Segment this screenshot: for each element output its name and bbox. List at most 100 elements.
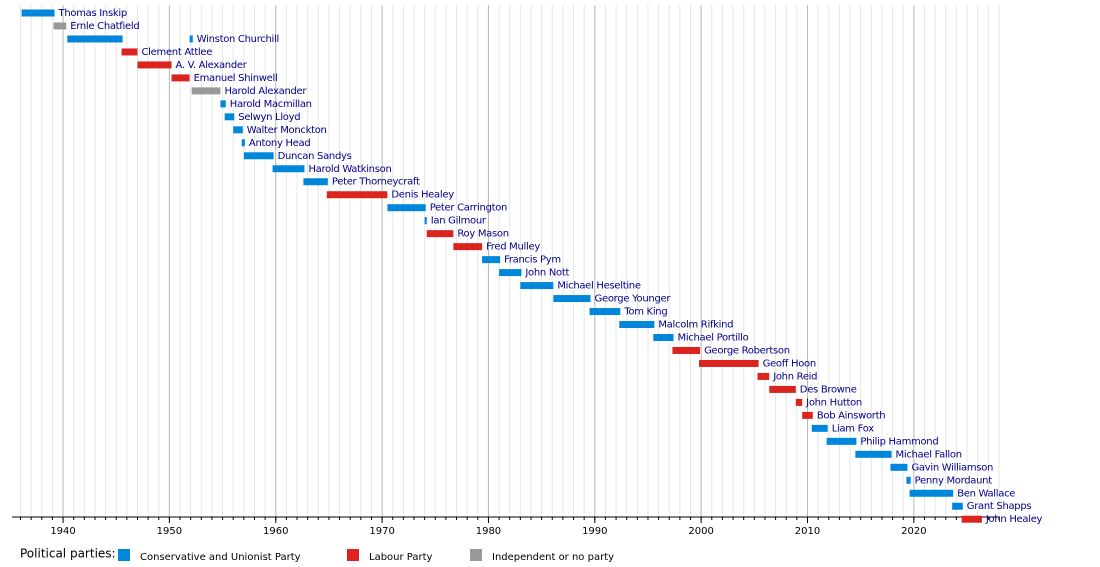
minister-label: Peter Thorneycraft	[332, 177, 420, 188]
minister-label: Liam Fox	[832, 423, 875, 434]
minister-label: Gavin Williamson	[911, 462, 993, 473]
x-tick-label: 1990	[582, 526, 607, 537]
minister-label: Ian Gilmour	[431, 216, 487, 227]
minister-label: Fred Mulley	[486, 242, 540, 253]
legend: Political parties: Conservative and Unio…	[20, 547, 614, 564]
term-bar	[482, 256, 501, 264]
term-bar	[53, 22, 67, 30]
minister-label: Grant Shapps	[967, 501, 1032, 512]
term-bar	[961, 515, 982, 523]
minister-label: Philip Hammond	[860, 436, 938, 447]
term-bar	[855, 450, 892, 458]
term-bar	[303, 178, 328, 186]
minister-label: Harold Alexander	[224, 86, 307, 97]
term-bar	[619, 321, 655, 329]
term-bar	[757, 372, 770, 380]
minister-label: George Robertson	[704, 345, 790, 356]
legend-label: Labour Party	[369, 552, 433, 563]
minister-label: Thomas Inskip	[58, 8, 127, 19]
term-bar	[769, 385, 796, 393]
minister-label: Penny Mordaunt	[915, 475, 993, 486]
term-bar	[189, 35, 193, 43]
x-tick-label: 2020	[901, 526, 926, 537]
minister-label: Emanuel Shinwell	[194, 73, 278, 84]
minister-label: Malcolm Rifkind	[658, 320, 733, 331]
minister-label: A. V. Alexander	[176, 60, 248, 71]
term-bar	[224, 113, 235, 121]
term-bar	[67, 35, 123, 43]
term-bar	[811, 424, 828, 432]
legend-title: Political parties:	[20, 547, 116, 561]
minister-label: Duncan Sandys	[278, 151, 352, 162]
minister-label: Denis Healey	[391, 190, 454, 201]
minister-label: Bob Ainsworth	[817, 410, 885, 421]
minister-label: Francis Pym	[504, 255, 561, 266]
minister-label: George Younger	[595, 294, 672, 305]
legend-label: Conservative and Unionist Party	[140, 552, 301, 563]
term-bar	[795, 398, 803, 406]
minister-label: Peter Carrington	[430, 203, 507, 214]
minister-label: Des Browne	[800, 384, 857, 395]
term-bar	[241, 139, 245, 147]
term-bar	[699, 359, 759, 367]
term-bar	[589, 308, 621, 316]
minister-label: Tom King	[623, 307, 667, 318]
term-bar	[553, 295, 591, 303]
term-bar	[191, 87, 221, 95]
minister-label: Selwyn Lloyd	[238, 112, 300, 123]
minister-label: Geoff Hoon	[763, 358, 816, 369]
term-bar	[233, 126, 243, 134]
x-tick-label: 1960	[263, 526, 288, 537]
x-tick-label: 1950	[157, 526, 182, 537]
term-bar	[21, 9, 55, 17]
term-bar	[453, 243, 483, 251]
bars: Thomas Inskip Ernle Chatfield Winston Chur…	[21, 8, 1043, 525]
legend-swatch	[347, 549, 359, 561]
minister-label: John Reid	[772, 371, 817, 382]
term-bar	[426, 230, 454, 238]
minister-label: Winston Churchill	[197, 34, 279, 45]
minister-label: Clement Attlee	[141, 47, 212, 58]
legend-swatch	[118, 549, 130, 561]
term-bar	[243, 152, 274, 160]
minister-label: Michael Heseltine	[557, 281, 641, 292]
minister-label: Walter Monckton	[247, 125, 327, 136]
x-tick-label: 1980	[476, 526, 501, 537]
term-bar	[890, 463, 908, 471]
minister-label: John Healey	[985, 514, 1043, 525]
term-bar	[121, 48, 138, 56]
legend-label: Independent or no party	[492, 552, 614, 563]
term-bar	[520, 282, 554, 290]
legend-swatch	[470, 549, 482, 561]
x-tick-label: 2000	[688, 526, 713, 537]
grid: 1940 1950 1960 1970 1980 1990 2000 2010 2020	[12, 5, 1000, 537]
term-bar	[653, 334, 674, 341]
term-bar	[326, 191, 388, 199]
term-bar	[802, 411, 813, 419]
minister-label: Michael Portillo	[678, 333, 749, 344]
minister-label: Ben Wallace	[957, 488, 1015, 499]
x-tick-label: 1940	[50, 526, 75, 537]
minister-label: Ernle Chatfield	[70, 21, 139, 32]
x-tick-label: 1970	[369, 526, 394, 537]
term-bar	[499, 269, 522, 277]
minister-label: John Nott	[524, 268, 569, 279]
minister-label: John Hutton	[805, 397, 862, 408]
term-bar	[137, 61, 172, 69]
term-bar	[909, 489, 954, 497]
minister-label: Harold Watkinson	[308, 164, 391, 175]
minister-label: Michael Fallon	[896, 449, 962, 460]
minister-label: Roy Mason	[457, 229, 508, 240]
minister-label: Harold Macmillan	[230, 99, 312, 110]
term-bar	[272, 165, 305, 173]
term-bar	[906, 476, 911, 484]
term-bar	[424, 217, 427, 225]
minister-label: Antony Head	[249, 138, 311, 149]
term-bar	[171, 74, 190, 82]
term-bar	[826, 437, 857, 445]
x-tick-label: 2010	[795, 526, 820, 537]
term-bar	[220, 100, 226, 108]
term-bar	[672, 346, 701, 354]
term-bar	[952, 502, 963, 510]
